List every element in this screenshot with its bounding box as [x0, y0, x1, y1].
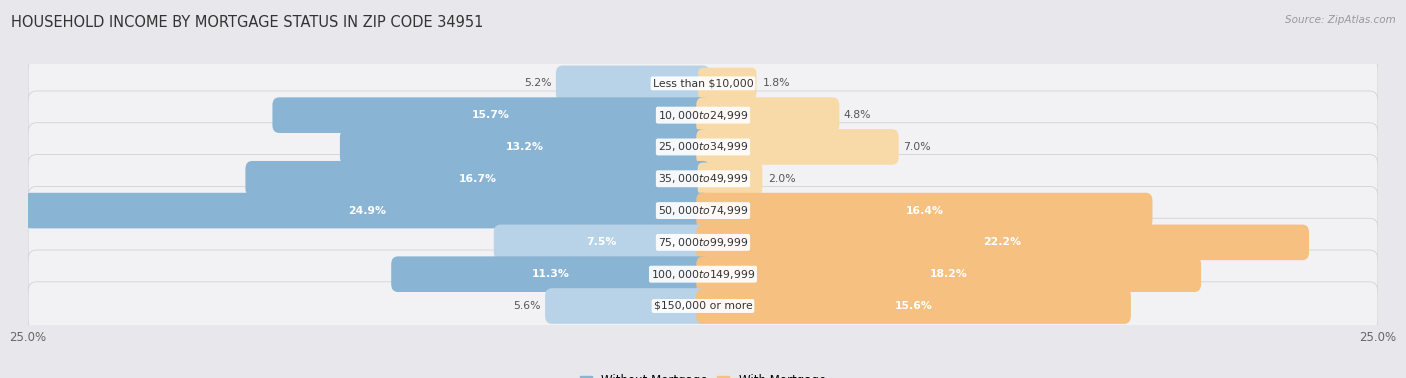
Text: 22.2%: 22.2%	[984, 237, 1022, 247]
FancyBboxPatch shape	[28, 250, 1378, 298]
FancyBboxPatch shape	[696, 129, 898, 165]
FancyBboxPatch shape	[696, 288, 1130, 324]
Text: 7.0%: 7.0%	[903, 142, 931, 152]
Text: Source: ZipAtlas.com: Source: ZipAtlas.com	[1285, 15, 1396, 25]
FancyBboxPatch shape	[28, 218, 1378, 266]
FancyBboxPatch shape	[273, 98, 710, 133]
Text: 11.3%: 11.3%	[531, 269, 569, 279]
FancyBboxPatch shape	[246, 161, 710, 197]
Text: $10,000 to $24,999: $10,000 to $24,999	[658, 108, 748, 122]
FancyBboxPatch shape	[28, 155, 1378, 203]
Text: $75,000 to $99,999: $75,000 to $99,999	[658, 236, 748, 249]
Text: 13.2%: 13.2%	[506, 142, 544, 152]
FancyBboxPatch shape	[28, 91, 1378, 139]
Text: Less than $10,000: Less than $10,000	[652, 78, 754, 88]
Text: 2.0%: 2.0%	[768, 174, 796, 184]
Text: 5.2%: 5.2%	[524, 78, 551, 88]
FancyBboxPatch shape	[696, 193, 1153, 228]
FancyBboxPatch shape	[494, 225, 710, 260]
Text: 1.8%: 1.8%	[762, 78, 790, 88]
FancyBboxPatch shape	[340, 129, 710, 165]
Text: HOUSEHOLD INCOME BY MORTGAGE STATUS IN ZIP CODE 34951: HOUSEHOLD INCOME BY MORTGAGE STATUS IN Z…	[11, 15, 484, 30]
Text: 15.6%: 15.6%	[894, 301, 932, 311]
FancyBboxPatch shape	[546, 288, 710, 324]
Text: $100,000 to $149,999: $100,000 to $149,999	[651, 268, 755, 281]
FancyBboxPatch shape	[28, 282, 1378, 330]
Text: 24.9%: 24.9%	[347, 206, 385, 215]
Legend: Without Mortgage, With Mortgage: Without Mortgage, With Mortgage	[575, 370, 831, 378]
Text: 15.7%: 15.7%	[472, 110, 510, 120]
FancyBboxPatch shape	[699, 68, 756, 99]
FancyBboxPatch shape	[28, 123, 1378, 171]
Text: $50,000 to $74,999: $50,000 to $74,999	[658, 204, 748, 217]
Text: 16.7%: 16.7%	[458, 174, 496, 184]
FancyBboxPatch shape	[24, 193, 710, 228]
Text: 7.5%: 7.5%	[586, 237, 617, 247]
FancyBboxPatch shape	[697, 163, 762, 195]
FancyBboxPatch shape	[28, 186, 1378, 235]
Text: $35,000 to $49,999: $35,000 to $49,999	[658, 172, 748, 185]
FancyBboxPatch shape	[555, 65, 710, 101]
Text: $25,000 to $34,999: $25,000 to $34,999	[658, 141, 748, 153]
FancyBboxPatch shape	[696, 98, 839, 133]
Text: $150,000 or more: $150,000 or more	[654, 301, 752, 311]
Text: 4.8%: 4.8%	[844, 110, 870, 120]
FancyBboxPatch shape	[28, 59, 1378, 107]
FancyBboxPatch shape	[391, 256, 710, 292]
Text: 18.2%: 18.2%	[929, 269, 967, 279]
FancyBboxPatch shape	[696, 225, 1309, 260]
Text: 16.4%: 16.4%	[905, 206, 943, 215]
Text: 5.6%: 5.6%	[513, 301, 541, 311]
FancyBboxPatch shape	[696, 256, 1201, 292]
